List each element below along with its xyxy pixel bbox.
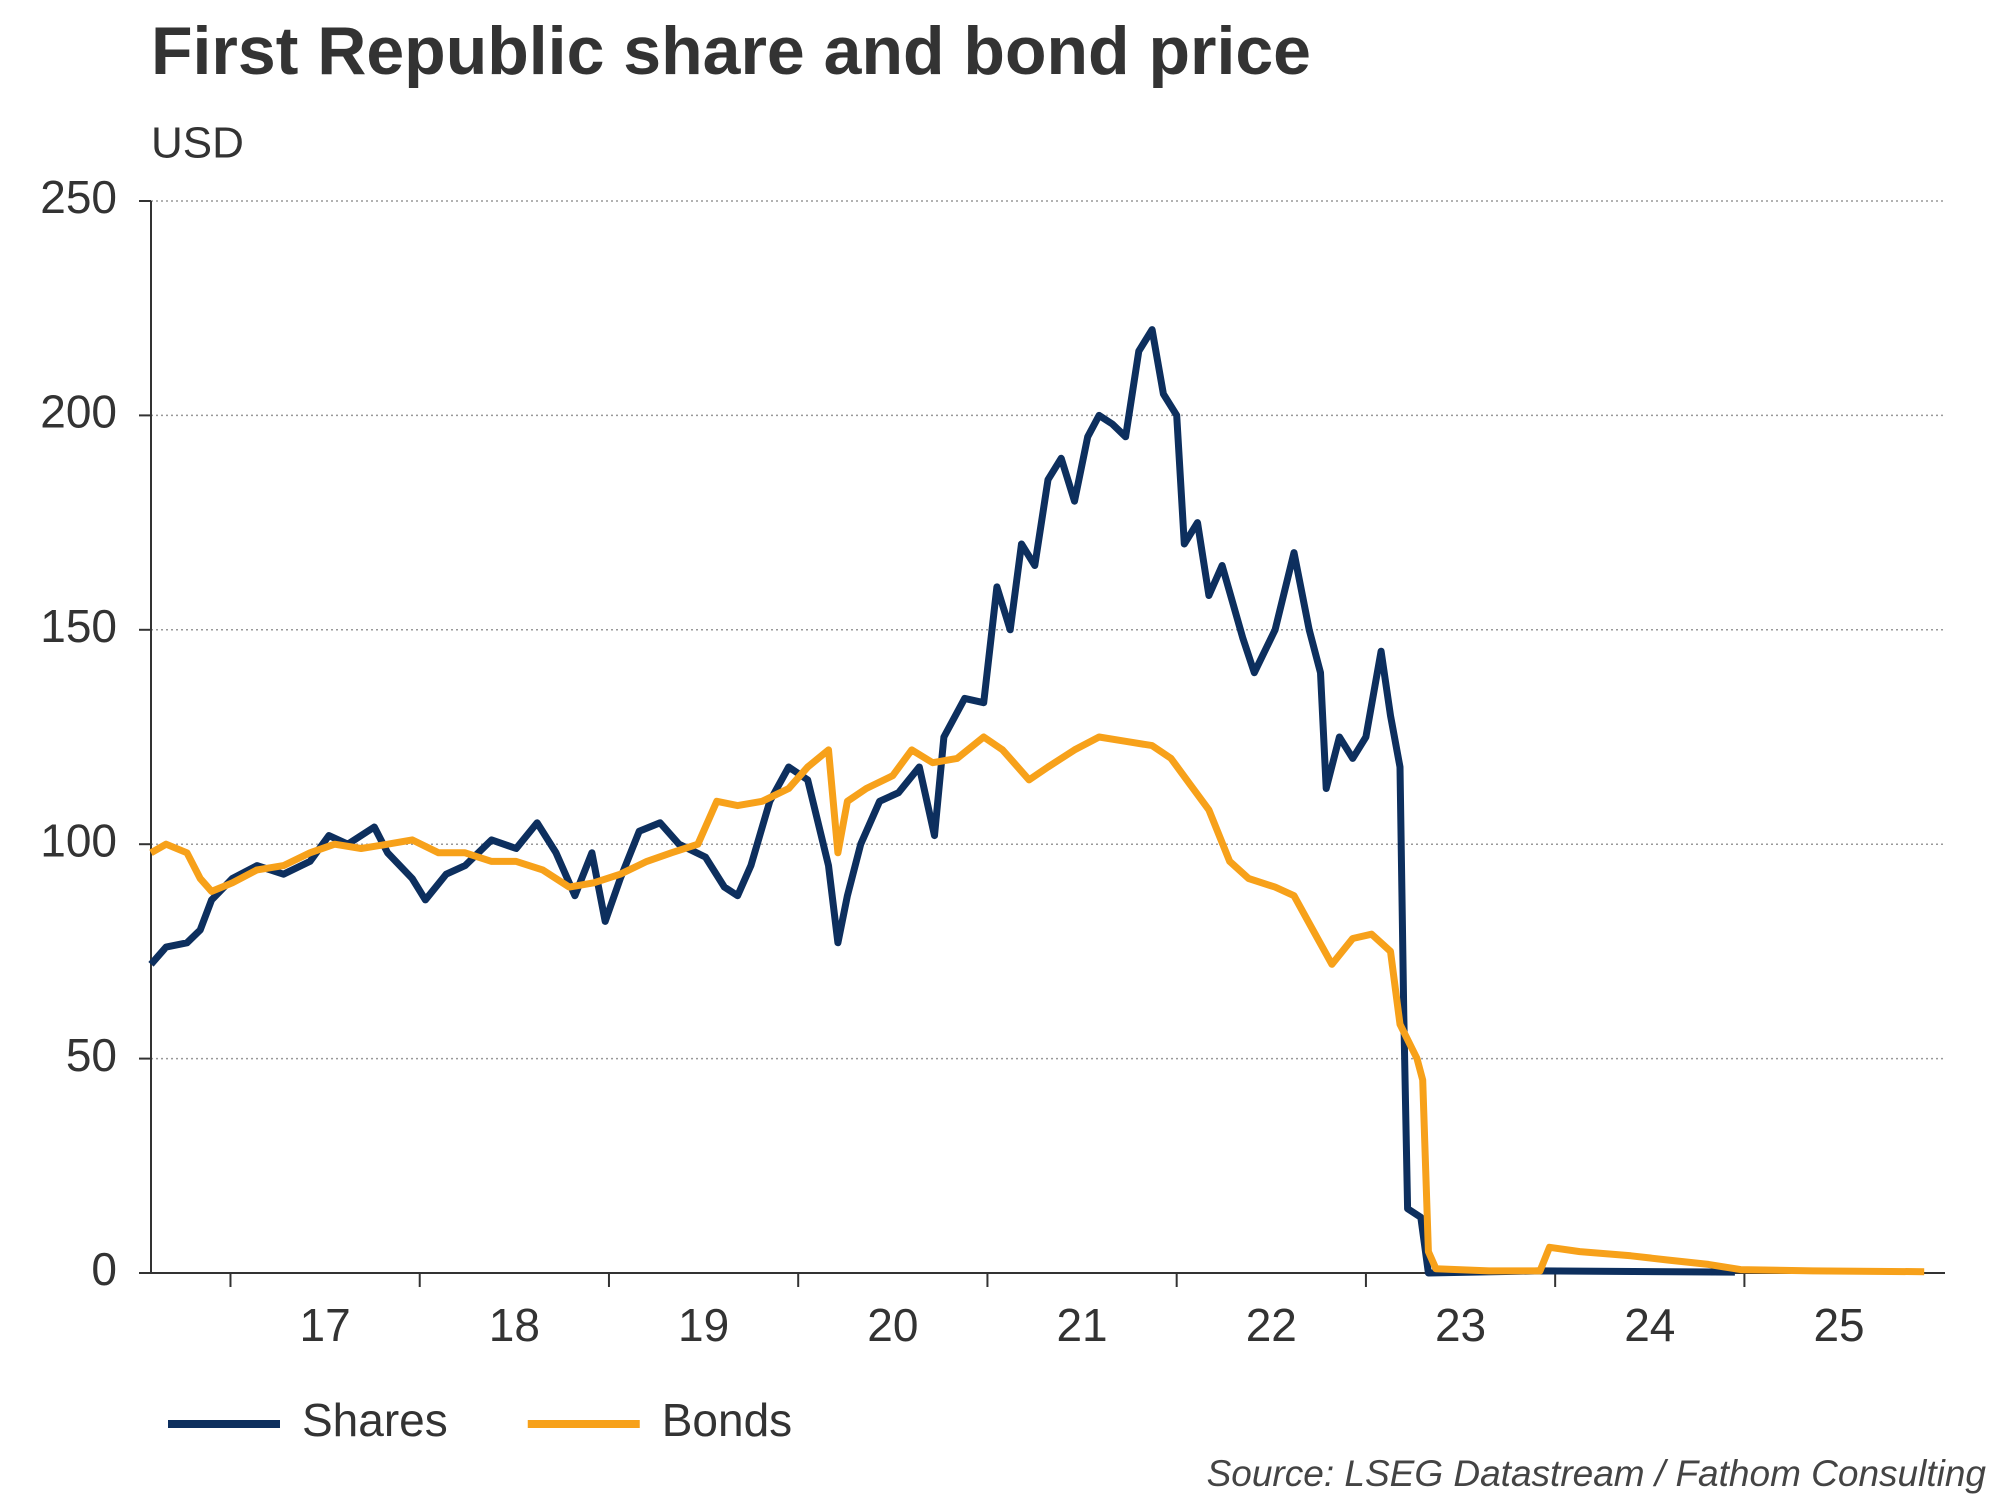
x-tick-label: 24 xyxy=(1624,1299,1675,1351)
y-tick-label: 0 xyxy=(91,1243,117,1295)
y-tick-label: 150 xyxy=(40,600,117,652)
x-tick-label: 22 xyxy=(1246,1299,1297,1351)
x-tick-label: 21 xyxy=(1056,1299,1107,1351)
y-tick-label: 100 xyxy=(40,814,117,866)
y-axis-label: USD xyxy=(151,119,244,168)
x-tick-label: 18 xyxy=(489,1299,540,1351)
series-line xyxy=(148,326,1735,1277)
y-tick-label: 250 xyxy=(40,171,117,223)
x-tick-label: 19 xyxy=(678,1299,729,1351)
legend-label: Shares xyxy=(302,1394,448,1446)
x-tick-label: 25 xyxy=(1813,1299,1864,1351)
chart-title: First Republic share and bond price xyxy=(151,13,1311,89)
x-tick-label: 17 xyxy=(300,1299,351,1351)
y-tick-label: 50 xyxy=(66,1029,117,1081)
x-tick-label: 23 xyxy=(1435,1299,1486,1351)
source-note: Source: LSEG Datastream / Fathom Consult… xyxy=(1207,1453,1987,1494)
legend-label: Bonds xyxy=(662,1394,792,1446)
y-tick-label: 200 xyxy=(40,386,117,438)
series-line xyxy=(149,733,1925,1276)
x-tick-label: 20 xyxy=(867,1299,918,1351)
